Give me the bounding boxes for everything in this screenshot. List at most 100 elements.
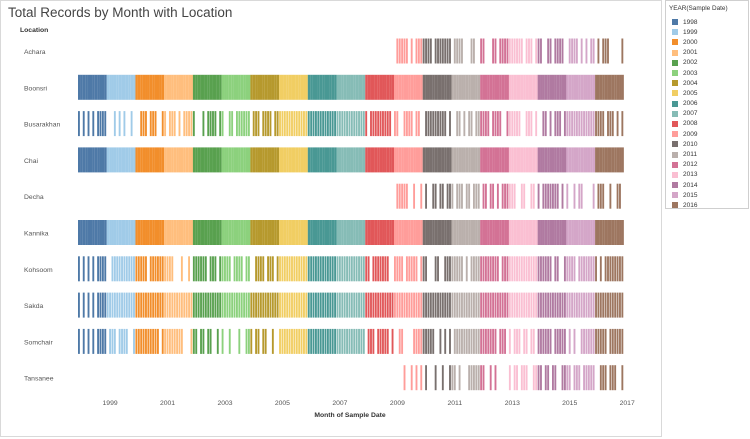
legend-item-2005[interactable]: 2005 (672, 88, 697, 98)
month-bar (523, 147, 526, 173)
month-bar (446, 183, 449, 209)
month-bar (492, 220, 495, 245)
month-bar (499, 147, 502, 173)
month-bar (360, 328, 363, 354)
month-bar (602, 292, 605, 318)
month-bar (173, 292, 176, 318)
legend-item-1998[interactable]: 1998 (672, 17, 697, 27)
legend-item-2007[interactable]: 2007 (672, 109, 697, 119)
month-bar (161, 256, 164, 282)
legend-item-2006[interactable]: 2006 (672, 99, 697, 109)
legend-item-1999[interactable]: 1999 (672, 27, 697, 37)
month-bar (621, 147, 624, 173)
month-bar (410, 111, 413, 137)
month-bar (480, 74, 483, 100)
month-bar (286, 256, 289, 282)
month-bar (473, 328, 475, 354)
month-bar (484, 256, 487, 282)
month-bar (355, 74, 359, 100)
month-bar (178, 292, 181, 318)
month-bar (250, 220, 253, 245)
month-bar (338, 74, 342, 100)
legend-label: 2003 (683, 69, 698, 77)
month-bar (513, 111, 516, 137)
month-bar (121, 256, 123, 282)
month-bar (111, 220, 114, 245)
month-bar (468, 147, 471, 173)
month-bar (403, 292, 406, 318)
legend-item-2011[interactable]: 2011 (672, 149, 697, 159)
month-bar (118, 292, 121, 318)
legend-item-2012[interactable]: 2012 (672, 160, 697, 170)
legend-label: 2016 (683, 201, 698, 209)
month-bar (125, 256, 128, 282)
legend-item-2010[interactable]: 2010 (672, 139, 697, 149)
month-bar (315, 220, 318, 245)
month-bar (243, 111, 246, 137)
legend-item-2014[interactable]: 2014 (672, 180, 697, 190)
month-bar (298, 111, 301, 137)
month-bar (358, 147, 361, 173)
month-bar (492, 183, 495, 209)
legend: YEAR(Sample Date) 1998 1999 2000 2001 2002 20… (665, 0, 749, 209)
legend-item-2000[interactable]: 2000 (672, 37, 697, 47)
month-bar (78, 74, 81, 100)
month-bar (123, 256, 126, 282)
month-bar (513, 147, 517, 173)
month-bar (422, 74, 426, 100)
legend-item-2009[interactable]: 2009 (672, 129, 697, 139)
month-bar (592, 256, 595, 282)
month-bar (379, 220, 383, 245)
month-bar (382, 147, 385, 173)
month-bar (520, 147, 524, 173)
month-bar (334, 74, 337, 100)
month-bar (307, 256, 310, 282)
month-bar (540, 220, 543, 245)
month-bar (300, 256, 303, 282)
month-bar (405, 292, 408, 318)
legend-item-2004[interactable]: 2004 (672, 78, 697, 88)
y-tick-label: Sakda (24, 303, 43, 310)
month-bar (209, 292, 212, 318)
month-bar (255, 147, 258, 173)
month-bar (123, 111, 126, 137)
legend-item-2015[interactable]: 2015 (672, 190, 697, 200)
month-bar (101, 74, 105, 100)
month-bar (135, 220, 138, 245)
legend-title: YEAR(Sample Date) (669, 5, 728, 12)
month-bar (360, 292, 363, 318)
month-bar (269, 292, 272, 318)
month-bar (563, 256, 566, 282)
month-bar (185, 111, 188, 137)
legend-item-2001[interactable]: 2001 (672, 48, 697, 58)
month-bar (556, 328, 559, 354)
month-bar (168, 292, 171, 318)
month-bar (592, 38, 595, 64)
month-bar (303, 256, 305, 282)
month-bar (571, 147, 574, 173)
month-bar (324, 74, 328, 100)
month-bar (157, 147, 160, 173)
month-bar (611, 256, 614, 282)
month-bar (338, 147, 342, 173)
month-bar (348, 111, 351, 137)
month-bar (137, 220, 141, 245)
legend-item-2008[interactable]: 2008 (672, 119, 697, 129)
month-bar (329, 220, 332, 245)
month-bar (434, 292, 437, 318)
legend-item-2003[interactable]: 2003 (672, 68, 697, 78)
month-bar (343, 256, 346, 282)
legend-item-2016[interactable]: 2016 (672, 200, 697, 210)
month-bar (135, 147, 138, 173)
month-bar (319, 256, 322, 282)
month-bar (405, 220, 409, 245)
month-bar (125, 292, 128, 318)
month-bar (262, 74, 265, 100)
month-bar (247, 256, 250, 282)
month-bar (477, 220, 481, 245)
month-bar (494, 74, 497, 100)
month-bar (449, 365, 451, 391)
legend-item-2002[interactable]: 2002 (672, 58, 697, 68)
legend-item-2013[interactable]: 2013 (672, 170, 697, 180)
month-bar (597, 292, 600, 318)
